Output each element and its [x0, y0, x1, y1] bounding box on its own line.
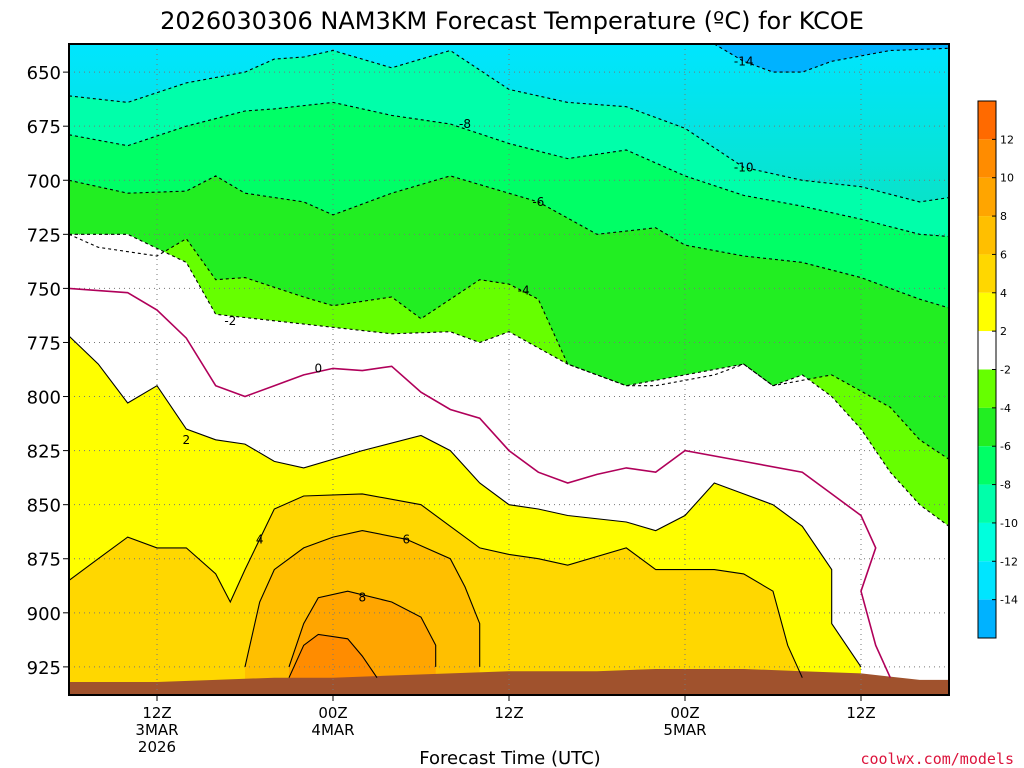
- ground-terrain: [69, 669, 949, 695]
- contour-label: 4: [256, 532, 264, 546]
- ground-layer: [69, 669, 949, 695]
- y-tick-label: 775: [27, 333, 61, 354]
- contour-line: [69, 101, 949, 238]
- colorbar-segment: [978, 407, 996, 447]
- contour-line: [69, 493, 803, 678]
- x-tick-label: 00Z: [318, 704, 347, 722]
- y-tick-label: 925: [27, 658, 61, 679]
- contour-line: [288, 590, 437, 668]
- colorbar-label: -14: [1000, 594, 1018, 607]
- y-tick-label: 900: [27, 604, 61, 625]
- contour-line: [69, 49, 949, 203]
- contour-line: [69, 175, 949, 309]
- credit-text: coolwx.com/models: [860, 750, 1014, 768]
- x-tick-label: 12Z: [142, 704, 171, 722]
- contour-line: [244, 530, 481, 668]
- contour-lines: -14 -10 -8 -6 -4 -2 0 2 4 6 8: [69, 44, 949, 679]
- contour-label: -2: [224, 314, 236, 328]
- x-tick-label: 3MAR: [135, 721, 178, 739]
- contour-label: 2: [183, 433, 191, 447]
- colorbar-label: -8: [1000, 479, 1011, 492]
- y-tick-label: 750: [27, 279, 61, 300]
- colorbar-segment: [978, 561, 996, 600]
- y-tick-label: 850: [27, 496, 61, 517]
- colorbar-label: 6: [1000, 248, 1007, 261]
- y-tick-label: 800: [27, 388, 61, 409]
- colorbar-label: -12: [1000, 555, 1018, 568]
- colorbar-label: 12: [1000, 133, 1014, 146]
- colorbar-segment: [978, 369, 996, 408]
- x-tick-label: 12Z: [846, 704, 875, 722]
- contour-line: [69, 233, 949, 527]
- contour-label: 6: [403, 532, 411, 546]
- colorbar-segment: [978, 101, 996, 140]
- y-tick-label: 650: [27, 63, 61, 84]
- contour-line: [69, 335, 862, 668]
- contour-label: -14: [734, 54, 754, 68]
- contour-label: -4: [518, 284, 530, 298]
- colorbar-segment: [978, 522, 996, 562]
- fill-band: [714, 44, 949, 73]
- colorbar-segment: [978, 292, 996, 332]
- colorbar-segment: [978, 599, 996, 638]
- y-tick-label: 700: [27, 171, 61, 192]
- y-tick-label: 825: [27, 442, 61, 463]
- chart-title: 2026030306 NAM3KM Forecast Temperature (…: [160, 7, 864, 35]
- y-axis: 650 675 700 725 750 775 800 825 850 875 900 925: [27, 63, 69, 679]
- y-tick-label: 875: [27, 550, 61, 571]
- plot-area: -14 -10 -8 -6 -4 -2 0 2 4 6 8: [69, 44, 949, 695]
- x-tick-label: 4MAR: [311, 721, 354, 739]
- colorbar-label: 8: [1000, 210, 1007, 223]
- y-tick-label: 725: [27, 225, 61, 246]
- colorbar-segment: [978, 254, 996, 293]
- colorbar-segment: [978, 446, 996, 485]
- colorbar-segment: [978, 177, 996, 217]
- x-axis-label: Forecast Time (UTC): [419, 748, 600, 768]
- colorbar-segment: [978, 331, 996, 370]
- contour-label: 8: [359, 591, 367, 605]
- contour-line: [69, 287, 892, 679]
- colorbar-label: 10: [1000, 172, 1014, 185]
- colorbar-label: -10: [1000, 517, 1018, 530]
- colorbar-segment: [978, 484, 996, 523]
- contour-line: [288, 633, 378, 679]
- colorbar-label: -6: [1000, 440, 1011, 453]
- y-tick-label: 675: [27, 117, 61, 138]
- contour-label: -8: [459, 117, 471, 131]
- colorbar-segment: [978, 139, 996, 178]
- x-tick-label: 5MAR: [663, 721, 706, 739]
- x-tick-label: 12Z: [494, 704, 523, 722]
- colorbar-segment: [978, 216, 996, 255]
- colorbar-label: 4: [1000, 287, 1007, 300]
- colorbar-label: -2: [1000, 364, 1011, 377]
- contour-line: [69, 233, 949, 460]
- colorbar-label: -4: [1000, 402, 1011, 415]
- x-tick-label: 2026: [138, 738, 176, 756]
- x-tick-label: 00Z: [670, 704, 699, 722]
- contour-label: -10: [734, 160, 754, 174]
- contour-label: 0: [315, 361, 323, 375]
- contour-label: -6: [532, 195, 544, 209]
- colorbar-label: 2: [1000, 325, 1007, 338]
- color-scale-bar: 12 10 8 6 4 2 -2 -4 -6 -8 -10 -12 -14: [977, 100, 1018, 639]
